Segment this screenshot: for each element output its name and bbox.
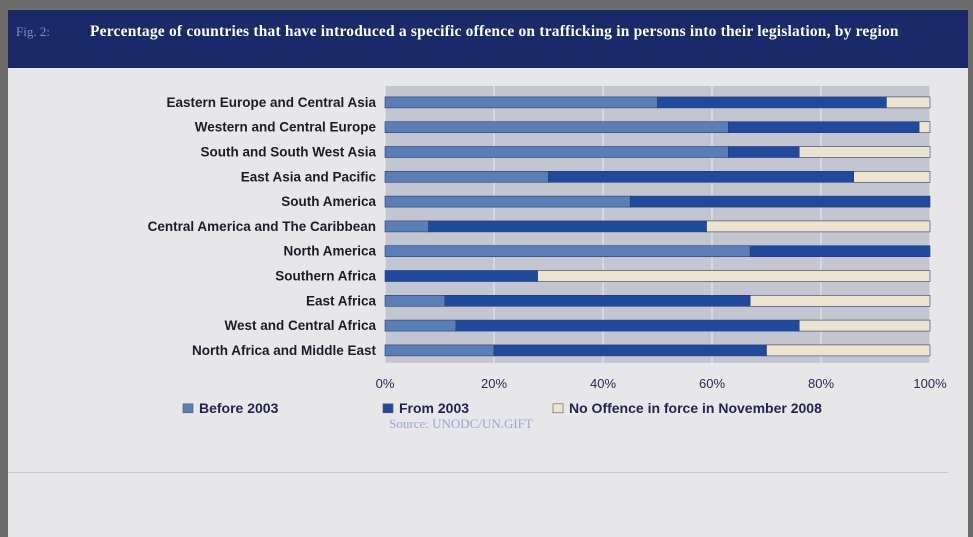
bar-segment bbox=[886, 96, 931, 109]
legend-swatch bbox=[182, 403, 194, 414]
category-label: Western and Central Europe bbox=[195, 120, 377, 135]
legend-label: From 2003 bbox=[399, 400, 469, 416]
bar-segment bbox=[629, 195, 931, 208]
bar-segment bbox=[384, 294, 446, 307]
bar-segment bbox=[384, 195, 631, 208]
bar-segment bbox=[428, 220, 707, 233]
legend: Before 2003 From 2003 No Offence in force … bbox=[182, 400, 822, 416]
source-note: Source: UNODC/UN.GIFT bbox=[389, 416, 533, 431]
bar-segment bbox=[749, 294, 931, 307]
figure-header: Fig. 2: Percentage of countries that hav… bbox=[8, 10, 968, 68]
bar-segment bbox=[918, 121, 931, 133]
bar-segment bbox=[384, 270, 538, 282]
stacked-bar-chart: Eastern Europe and Central Asia Western a… bbox=[148, 86, 947, 431]
bar-segment bbox=[749, 245, 931, 257]
bar-segment bbox=[384, 220, 429, 233]
bar-segment bbox=[384, 121, 729, 133]
x-tick-label: 20% bbox=[481, 376, 507, 391]
bar-segment bbox=[798, 146, 931, 158]
figure-title: Percentage of countries that have introd… bbox=[90, 23, 899, 40]
legend-label: No Offence in force in November 2008 bbox=[569, 400, 822, 416]
bar-segment bbox=[853, 171, 931, 183]
category-labels: Eastern Europe and Central Asia Western a… bbox=[148, 95, 377, 358]
category-label: East Africa bbox=[306, 293, 377, 308]
category-label: West and Central Africa bbox=[224, 318, 376, 333]
bar-segment bbox=[766, 344, 931, 357]
bar-segment bbox=[384, 319, 457, 332]
x-tick-label: 40% bbox=[590, 376, 616, 391]
legend-label: Before 2003 bbox=[199, 400, 279, 416]
x-tick-labels: 0% 20% 40% 60% 80% 100% bbox=[376, 376, 947, 391]
bars bbox=[384, 96, 931, 357]
legend-swatch bbox=[552, 403, 564, 414]
category-label: Southern Africa bbox=[275, 269, 376, 284]
bar-segment bbox=[657, 96, 887, 109]
bar-segment bbox=[706, 220, 931, 233]
category-label: South and South West Asia bbox=[200, 145, 376, 160]
bar-segment bbox=[384, 96, 658, 109]
bar-segment bbox=[384, 146, 729, 158]
bar-segment bbox=[444, 294, 751, 307]
x-tick-label: 60% bbox=[699, 376, 725, 391]
bar-segment bbox=[728, 121, 920, 133]
category-label: Eastern Europe and Central Asia bbox=[166, 95, 376, 110]
bar-segment bbox=[548, 171, 855, 183]
category-label: East Asia and Pacific bbox=[241, 169, 377, 184]
category-label: Central America and The Caribbean bbox=[148, 219, 376, 234]
bar-segment bbox=[384, 171, 549, 183]
bar-segment bbox=[537, 270, 931, 282]
legend-swatch bbox=[382, 403, 394, 414]
x-tick-label: 100% bbox=[913, 376, 947, 391]
x-tick-label: 80% bbox=[808, 376, 834, 391]
bar-segment bbox=[493, 344, 767, 357]
bar-segment bbox=[455, 319, 800, 332]
bar-segment bbox=[384, 344, 495, 357]
category-label: North America bbox=[283, 244, 376, 259]
bar-segment bbox=[798, 319, 931, 332]
bar-segment bbox=[728, 146, 800, 158]
category-label: South America bbox=[281, 194, 376, 209]
category-label: North Africa and Middle East bbox=[192, 343, 377, 358]
footer-divider bbox=[8, 472, 948, 473]
bar-segment bbox=[384, 245, 751, 257]
figure-photo: Fig. 2: Percentage of countries that hav… bbox=[8, 10, 968, 537]
figure-label: Fig. 2: bbox=[16, 24, 50, 39]
x-tick-label: 0% bbox=[376, 376, 395, 391]
